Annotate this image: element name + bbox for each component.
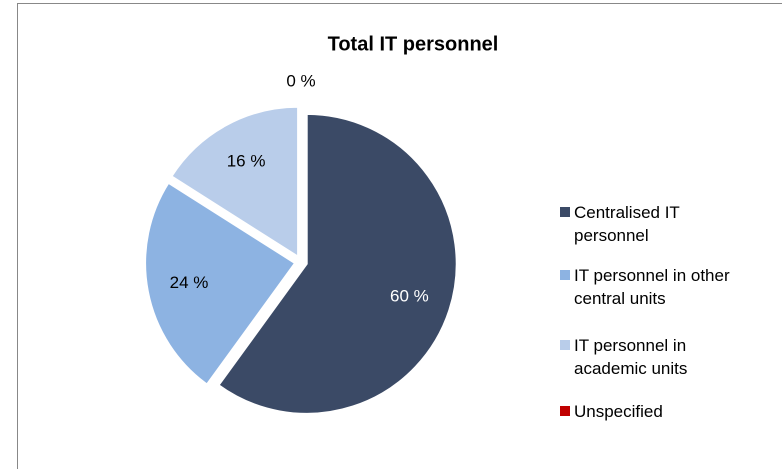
- data-label: 24 %: [170, 273, 209, 292]
- legend-item: IT personnel in academic units: [560, 334, 745, 380]
- legend-label: IT personnel in other central units: [574, 266, 730, 308]
- pie-slice: [217, 112, 458, 415]
- data-label: 60 %: [390, 287, 429, 306]
- legend-swatch: [560, 207, 570, 217]
- legend-swatch: [560, 406, 570, 416]
- data-label: 16 %: [227, 152, 266, 171]
- legend-label: Unspecified: [574, 402, 663, 421]
- legend-item: Centralised IT personnel: [560, 201, 745, 247]
- legend-label: Centralised IT personnel: [574, 203, 680, 245]
- legend-item: IT personnel in other central units: [560, 264, 745, 310]
- pie-slice: [170, 105, 300, 259]
- data-label: 0 %: [286, 71, 315, 90]
- legend-item: Unspecified: [560, 400, 745, 423]
- legend-swatch: [560, 340, 570, 350]
- pie-slice: [144, 181, 297, 386]
- legend-label: IT personnel in academic units: [574, 336, 688, 378]
- legend-swatch: [560, 270, 570, 280]
- chart-frame: [17, 3, 782, 469]
- chart-title: Total IT personnel: [328, 33, 499, 55]
